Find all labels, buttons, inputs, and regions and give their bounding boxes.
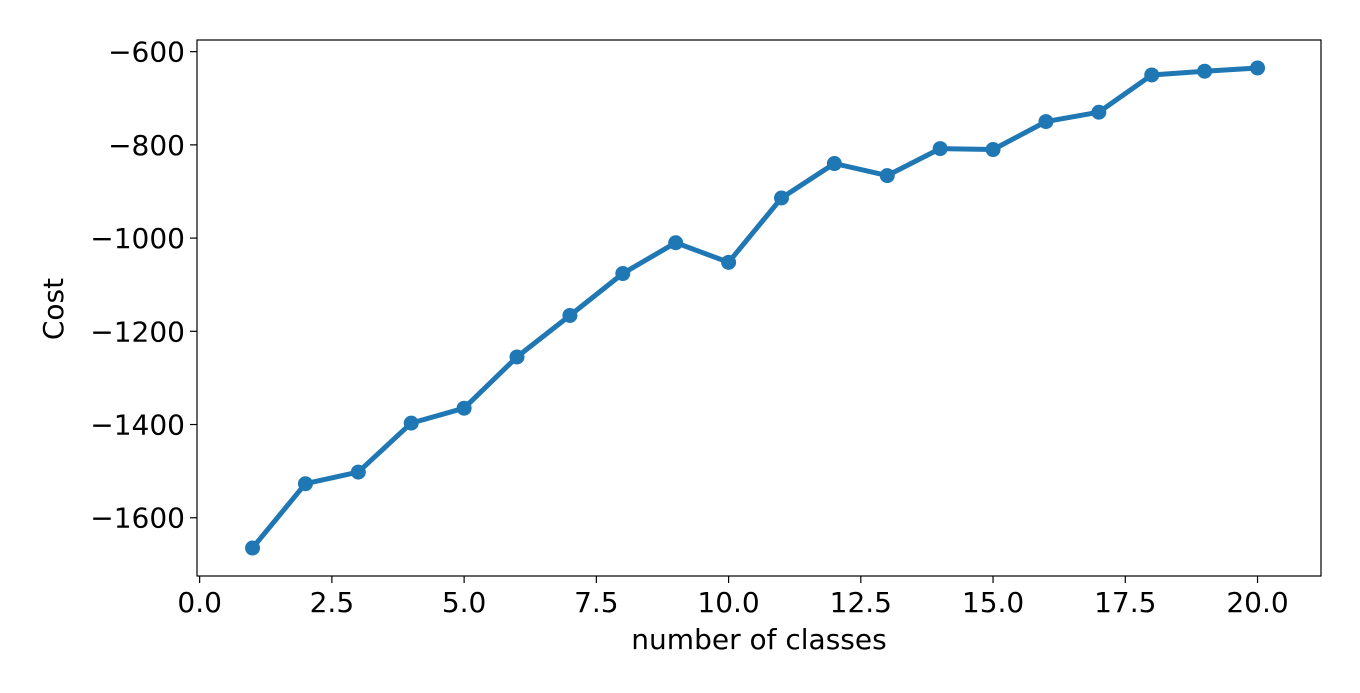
x-tick-label: 5.0	[442, 586, 487, 619]
series-line	[250, 65, 1260, 551]
data-point	[1250, 60, 1266, 76]
x-tick-label: 10.0	[697, 586, 759, 619]
data-point	[562, 307, 578, 323]
data-point	[1197, 63, 1213, 79]
x-tick-label: 15.0	[962, 586, 1024, 619]
y-axis: −1600 −1400 −1200 −1000 −800 −600	[90, 36, 197, 535]
y-tick-label: −800	[108, 129, 185, 162]
y-tick-label: −1000	[90, 222, 185, 255]
x-tick-label: 17.5	[1094, 586, 1156, 619]
x-tick-label: 20.0	[1226, 586, 1288, 619]
x-tick-label: 0.0	[177, 586, 222, 619]
y-tick-label: −1200	[90, 315, 185, 348]
data-point	[297, 476, 313, 492]
y-tick-label: −1600	[90, 502, 185, 535]
x-tick-label: 7.5	[574, 586, 619, 619]
data-point	[1091, 104, 1107, 120]
data-point	[879, 168, 895, 184]
data-point	[245, 540, 261, 556]
data-point	[773, 190, 789, 206]
data-point	[932, 141, 948, 157]
data-point	[509, 349, 525, 365]
data-point	[985, 142, 1001, 158]
data-point	[456, 400, 472, 416]
data-point	[403, 415, 419, 431]
data-point	[615, 266, 631, 282]
data-point	[668, 235, 684, 251]
y-tick-label: −600	[108, 36, 185, 69]
plot-area	[196, 39, 1322, 577]
x-tick-label: 2.5	[310, 586, 355, 619]
data-point	[350, 464, 366, 480]
x-axis-title: number of classes	[631, 623, 886, 656]
y-axis-title: Cost	[37, 278, 70, 340]
x-axis: 0.0 2.5 5.0 7.5 10.0 12.5 15.0 17.5 20.0	[177, 576, 1289, 619]
data-point	[826, 156, 842, 172]
x-tick-label: 12.5	[830, 586, 892, 619]
data-point	[1038, 114, 1054, 130]
y-tick-label: −1400	[90, 409, 185, 442]
data-point	[1144, 67, 1160, 83]
data-point	[721, 254, 737, 270]
plot-frame	[196, 39, 1322, 577]
